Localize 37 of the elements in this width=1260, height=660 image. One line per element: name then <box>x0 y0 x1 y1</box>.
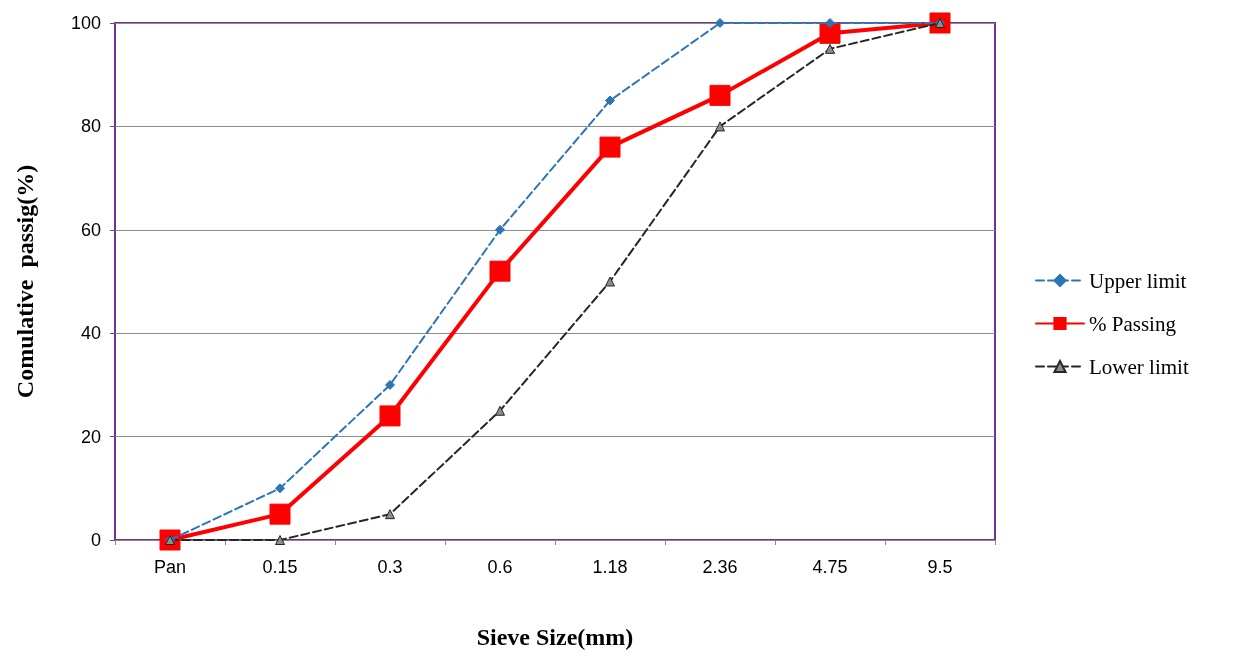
y-tick-label: 0 <box>90 530 101 550</box>
point <box>715 18 725 28</box>
point <box>819 22 841 44</box>
x-axis-title: Sieve Size(mm) <box>476 624 634 650</box>
point <box>605 276 615 287</box>
point <box>385 379 395 390</box>
point <box>379 405 401 427</box>
x-tick-label: 9.5 <box>927 557 953 577</box>
x-tick-label: Pan <box>153 557 187 577</box>
x-tick-label: 0.6 <box>487 557 513 577</box>
point <box>489 260 511 282</box>
legend-label: Upper limit <box>1089 268 1187 293</box>
y-tick-label: 20 <box>80 426 101 447</box>
point <box>715 121 725 132</box>
point <box>605 95 615 106</box>
y-tick-label: 60 <box>80 219 101 240</box>
point <box>275 535 285 545</box>
point <box>275 483 285 494</box>
point <box>495 224 505 235</box>
x-tick-label: 4.75 <box>812 557 848 577</box>
y-tick-label: 80 <box>80 116 101 137</box>
x-tick-label: 2.36 <box>702 557 738 577</box>
point <box>495 405 505 416</box>
point <box>385 509 395 520</box>
legend-label: Lower limit <box>1089 354 1189 379</box>
y-axis-title: Comulative passig(%) <box>12 164 38 399</box>
x-tick-label: 0.3 <box>377 557 403 577</box>
point <box>269 503 291 525</box>
point <box>709 84 731 106</box>
point <box>825 18 835 28</box>
point <box>599 136 621 158</box>
x-tick-label: 0.15 <box>262 557 298 577</box>
legend-label: % Passing <box>1089 311 1177 336</box>
x-tick-label: 1.18 <box>592 557 628 577</box>
y-tick-label: 100 <box>70 13 101 33</box>
point <box>825 43 835 54</box>
y-tick-label: 40 <box>80 323 101 344</box>
